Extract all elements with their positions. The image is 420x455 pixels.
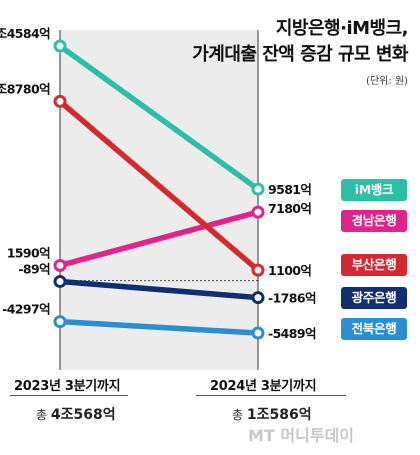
total-right-prefix: 총 bbox=[232, 408, 247, 422]
divider-left bbox=[10, 395, 128, 396]
plot-band bbox=[60, 30, 258, 370]
point-end-jeonbuk-bank bbox=[253, 328, 263, 338]
legend-jeonbuk-bank: 전북은행 bbox=[341, 318, 407, 340]
divider-right bbox=[196, 395, 346, 396]
label-end-gwangju-bank: -1786억 bbox=[268, 291, 316, 306]
point-start-jeonbuk-bank bbox=[55, 317, 65, 327]
label-end-busan-bank: 1100억 bbox=[268, 263, 311, 278]
label-start-jeonbuk-bank: -4297억 bbox=[2, 302, 50, 317]
point-end-im-bank bbox=[253, 184, 263, 194]
point-end-kyongnam-bank bbox=[253, 207, 263, 217]
point-start-kyongnam-bank bbox=[55, 260, 65, 270]
period-left-label: 2023년 3분기까지 bbox=[14, 375, 120, 394]
watermark: MT 머니투데이 bbox=[248, 422, 354, 446]
label-start-im-bank: 2조4584억 bbox=[0, 26, 50, 41]
label-end-kyongnam-bank: 7180억 bbox=[268, 201, 311, 216]
legend-gwangju-bank: 광주은행 bbox=[341, 287, 407, 309]
point-start-busan-bank bbox=[55, 96, 65, 106]
point-start-im-bank bbox=[55, 41, 65, 51]
legend-kyongnam-bank: 경남은행 bbox=[341, 210, 407, 232]
legend-im-bank: iM뱅크 bbox=[341, 179, 407, 201]
chart-title-line2: 가계대출 잔액 증감 규모 변화 bbox=[192, 40, 408, 66]
total-left-value: 4조568억 bbox=[51, 407, 116, 423]
point-end-busan-bank bbox=[253, 265, 263, 275]
legend-busan-bank: 부산은행 bbox=[341, 254, 407, 276]
point-start-gwangju-bank bbox=[55, 276, 65, 286]
point-end-gwangju-bank bbox=[253, 293, 263, 303]
label-start-kyongnam-bank: 1590억 bbox=[7, 245, 50, 260]
total-right-value: 1조586억 bbox=[247, 407, 312, 423]
period-right-label: 2024년 3분기까지 bbox=[210, 375, 316, 394]
chart-title-line1: 지방은행·iM뱅크, bbox=[276, 14, 408, 40]
total-left-prefix: 총 bbox=[36, 408, 51, 422]
total-right: 총 1조586억 bbox=[232, 404, 312, 424]
label-end-im-bank: 9581억 bbox=[268, 182, 311, 197]
label-start-busan-bank: 1조8780억 bbox=[0, 81, 50, 96]
label-start-gwangju-bank: -89억 bbox=[18, 261, 50, 276]
unit-note: (단위: 원) bbox=[366, 72, 408, 87]
label-end-jeonbuk-bank: -5489억 bbox=[268, 326, 316, 341]
total-left: 총 4조568억 bbox=[36, 404, 116, 424]
